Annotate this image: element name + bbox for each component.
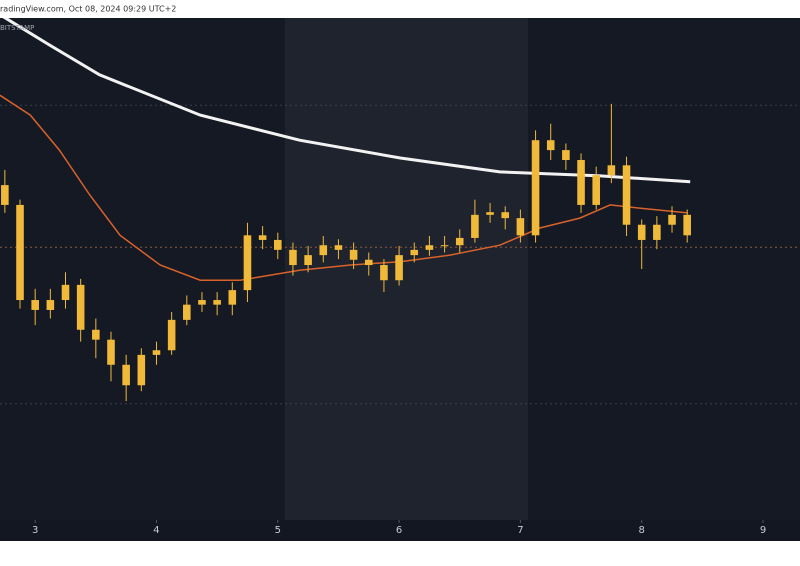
candle-body	[395, 255, 403, 281]
candle-body	[319, 245, 328, 256]
source-label: radingView.com, Oct 08, 2024 09:29 UTC+2	[0, 5, 176, 14]
candle-body	[152, 350, 161, 355]
candle-body	[380, 265, 388, 281]
x-tick-label: 5	[275, 525, 281, 536]
candle-body	[122, 364, 130, 386]
candle-body	[334, 245, 343, 250]
candle-body	[349, 249, 358, 260]
candle-body	[198, 300, 206, 305]
candle-body	[607, 165, 616, 176]
candle-body	[637, 224, 646, 240]
candle-body	[183, 304, 191, 320]
candle-body	[546, 140, 555, 151]
candle-body	[471, 214, 479, 238]
x-tick-label: 7	[517, 525, 523, 536]
moving-average	[0, 94, 688, 281]
candle-body	[258, 235, 267, 240]
x-tick-label: 6	[396, 525, 402, 536]
candle-body	[92, 329, 100, 340]
marks: 3 4 5 6 7 8 9	[0, 13, 800, 536]
candle-body	[592, 175, 600, 205]
candle-body	[531, 140, 540, 236]
candle-body	[46, 300, 55, 310]
candle-body	[137, 354, 146, 386]
candle-body	[622, 165, 631, 225]
candle-body	[425, 245, 434, 250]
candle-body	[455, 237, 464, 246]
session-highlight	[285, 18, 528, 520]
x-tick-label: 8	[639, 525, 645, 536]
moving-average	[0, 13, 691, 184]
x-tick-label: 9	[760, 525, 766, 536]
x-tick-label: 4	[153, 525, 159, 536]
candle-body	[76, 284, 85, 330]
candle-body	[61, 284, 70, 301]
candle-body	[668, 214, 676, 225]
candle-body	[228, 290, 237, 305]
candle-body	[31, 300, 39, 310]
candle-body	[486, 212, 494, 215]
x-axis-strip	[0, 520, 800, 541]
candle-body	[562, 150, 570, 161]
candle-body	[410, 249, 419, 256]
candle-body	[167, 319, 176, 351]
candle-body	[213, 300, 221, 305]
candle-body	[683, 214, 691, 236]
candle-body	[273, 239, 282, 250]
candle-body	[289, 249, 297, 266]
candle-body	[1, 185, 9, 205]
candle-body	[516, 218, 525, 236]
candle-body	[107, 339, 115, 365]
candle-body	[243, 235, 252, 291]
candle-body	[364, 259, 373, 266]
candle-body	[577, 160, 585, 205]
candle-body	[501, 212, 510, 219]
header	[0, 0, 800, 18]
candle-body	[304, 255, 312, 266]
x-tick-label: 3	[32, 525, 38, 536]
candle-body	[440, 245, 449, 247]
exchange-label: BITSTAMP	[0, 24, 34, 32]
candle-body	[653, 224, 661, 240]
candle-body	[16, 204, 24, 301]
